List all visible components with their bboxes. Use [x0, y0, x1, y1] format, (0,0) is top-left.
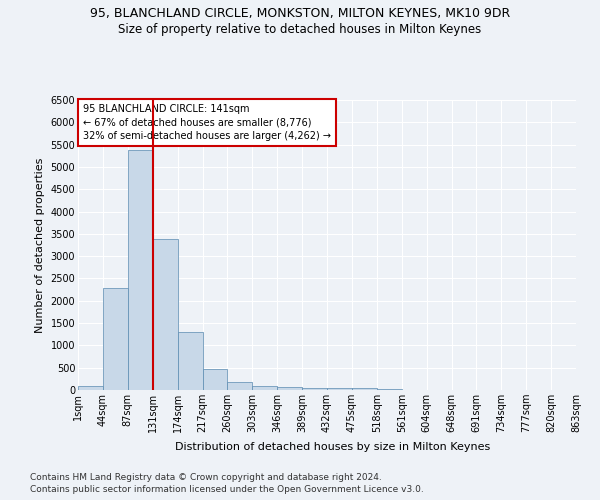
Bar — [327, 388, 352, 390]
Bar — [178, 332, 203, 390]
Bar — [253, 386, 277, 390]
Y-axis label: Number of detached properties: Number of detached properties — [35, 158, 45, 332]
Bar — [352, 388, 377, 390]
Text: 95 BLANCHLAND CIRCLE: 141sqm
← 67% of detached houses are smaller (8,776)
32% of: 95 BLANCHLAND CIRCLE: 141sqm ← 67% of de… — [83, 104, 331, 141]
Bar — [103, 288, 128, 390]
Bar — [377, 389, 402, 390]
Text: Contains HM Land Registry data © Crown copyright and database right 2024.: Contains HM Land Registry data © Crown c… — [30, 472, 382, 482]
Bar — [227, 382, 253, 390]
Bar — [78, 386, 103, 390]
Bar — [152, 239, 178, 390]
Text: Distribution of detached houses by size in Milton Keynes: Distribution of detached houses by size … — [175, 442, 491, 452]
Text: Contains public sector information licensed under the Open Government Licence v3: Contains public sector information licen… — [30, 485, 424, 494]
Bar — [203, 368, 227, 390]
Text: Size of property relative to detached houses in Milton Keynes: Size of property relative to detached ho… — [118, 22, 482, 36]
Bar — [277, 387, 302, 390]
Text: 95, BLANCHLAND CIRCLE, MONKSTON, MILTON KEYNES, MK10 9DR: 95, BLANCHLAND CIRCLE, MONKSTON, MILTON … — [90, 8, 510, 20]
Bar — [302, 388, 327, 390]
Bar — [128, 150, 153, 390]
